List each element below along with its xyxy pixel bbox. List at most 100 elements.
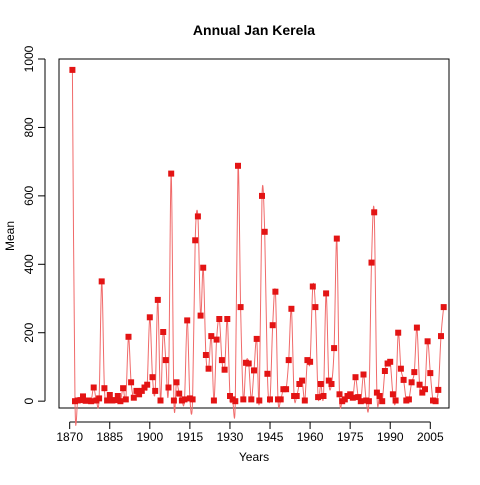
data-point bbox=[216, 316, 223, 322]
data-point bbox=[397, 365, 404, 372]
data-point bbox=[277, 396, 284, 403]
data-point bbox=[69, 66, 76, 73]
data-point bbox=[98, 278, 105, 285]
data-point bbox=[197, 312, 204, 319]
data-point bbox=[200, 264, 207, 271]
data-point bbox=[248, 396, 255, 403]
data-point bbox=[232, 398, 239, 405]
data-point bbox=[90, 384, 97, 391]
data-point bbox=[400, 376, 407, 383]
data-point bbox=[299, 377, 306, 384]
data-point bbox=[432, 398, 439, 405]
data-point bbox=[117, 398, 124, 405]
x-tick-label: 1990 bbox=[377, 430, 404, 444]
data-point bbox=[379, 398, 386, 405]
data-point bbox=[245, 360, 252, 367]
data-point bbox=[269, 322, 276, 329]
data-point bbox=[392, 397, 399, 404]
data-point bbox=[381, 368, 388, 374]
data-point bbox=[315, 394, 322, 401]
plot-box bbox=[58, 58, 450, 409]
data-point bbox=[336, 391, 343, 398]
data-point bbox=[192, 237, 199, 244]
data-point bbox=[328, 381, 335, 387]
data-point bbox=[80, 393, 86, 400]
data-point bbox=[104, 397, 111, 404]
data-point bbox=[360, 371, 367, 378]
data-point bbox=[144, 381, 151, 388]
data-point bbox=[227, 393, 233, 399]
data-point bbox=[419, 389, 426, 396]
data-point bbox=[413, 324, 420, 331]
y-axis: 0 200 400 600 800 1000 bbox=[22, 45, 46, 405]
data-point bbox=[371, 209, 378, 216]
data-point bbox=[357, 398, 364, 405]
data-point bbox=[368, 259, 375, 266]
data-point bbox=[106, 392, 113, 398]
data-point bbox=[323, 290, 330, 297]
data-point bbox=[125, 333, 132, 340]
data-point bbox=[96, 395, 103, 402]
data-point bbox=[389, 391, 396, 398]
data-point bbox=[224, 316, 231, 322]
data-point bbox=[296, 381, 303, 387]
data-point bbox=[259, 192, 265, 199]
x-axis-label: Years bbox=[239, 450, 269, 464]
data-point bbox=[307, 358, 314, 365]
data-point bbox=[205, 365, 212, 372]
data-point bbox=[283, 386, 290, 393]
data-point bbox=[267, 396, 273, 403]
data-point bbox=[352, 374, 359, 381]
data-point bbox=[221, 366, 228, 373]
x-tick-label: 1930 bbox=[217, 430, 244, 444]
data-point bbox=[101, 385, 108, 392]
data-point bbox=[341, 396, 348, 403]
data-point bbox=[114, 393, 121, 399]
data-point bbox=[440, 304, 447, 311]
x-axis: 1870 1885 1900 1915 1930 1945 1960 1975 1990 2005 bbox=[56, 421, 444, 444]
data-point bbox=[424, 338, 431, 345]
data-point bbox=[170, 397, 177, 404]
data-point bbox=[427, 370, 434, 377]
data-point bbox=[395, 329, 402, 336]
data-point bbox=[301, 397, 308, 404]
x-tick-label: 1915 bbox=[177, 430, 204, 444]
data-point bbox=[347, 391, 354, 398]
data-point bbox=[317, 381, 324, 387]
data-point bbox=[405, 396, 412, 403]
data-point bbox=[422, 386, 428, 393]
plot-area bbox=[69, 66, 447, 426]
data-point bbox=[312, 304, 319, 311]
data-point bbox=[376, 393, 383, 399]
data-point bbox=[349, 394, 356, 401]
data-point bbox=[237, 304, 244, 311]
x-tick-label: 1885 bbox=[96, 430, 123, 444]
data-point bbox=[365, 398, 372, 405]
data-point bbox=[77, 397, 84, 404]
data-point bbox=[173, 379, 180, 386]
data-point bbox=[416, 381, 423, 388]
data-point bbox=[189, 396, 196, 403]
data-point bbox=[251, 367, 257, 374]
data-point bbox=[154, 296, 161, 303]
data-point bbox=[160, 329, 167, 335]
data-point bbox=[208, 333, 215, 340]
data-point bbox=[264, 370, 271, 377]
data-point bbox=[133, 387, 140, 394]
y-tick-label: 600 bbox=[22, 186, 36, 206]
data-point bbox=[88, 398, 95, 405]
data-point bbox=[152, 387, 159, 394]
y-tick-label: 200 bbox=[22, 322, 36, 342]
data-point bbox=[162, 357, 169, 364]
x-tick-label: 1900 bbox=[136, 430, 163, 444]
data-point bbox=[120, 385, 127, 392]
data-point bbox=[112, 397, 119, 404]
y-tick-label: 0 bbox=[22, 398, 36, 405]
data-point bbox=[309, 283, 316, 290]
data-point bbox=[235, 162, 241, 169]
data-point bbox=[168, 170, 175, 177]
data-point bbox=[256, 397, 263, 404]
data-point bbox=[325, 377, 332, 384]
